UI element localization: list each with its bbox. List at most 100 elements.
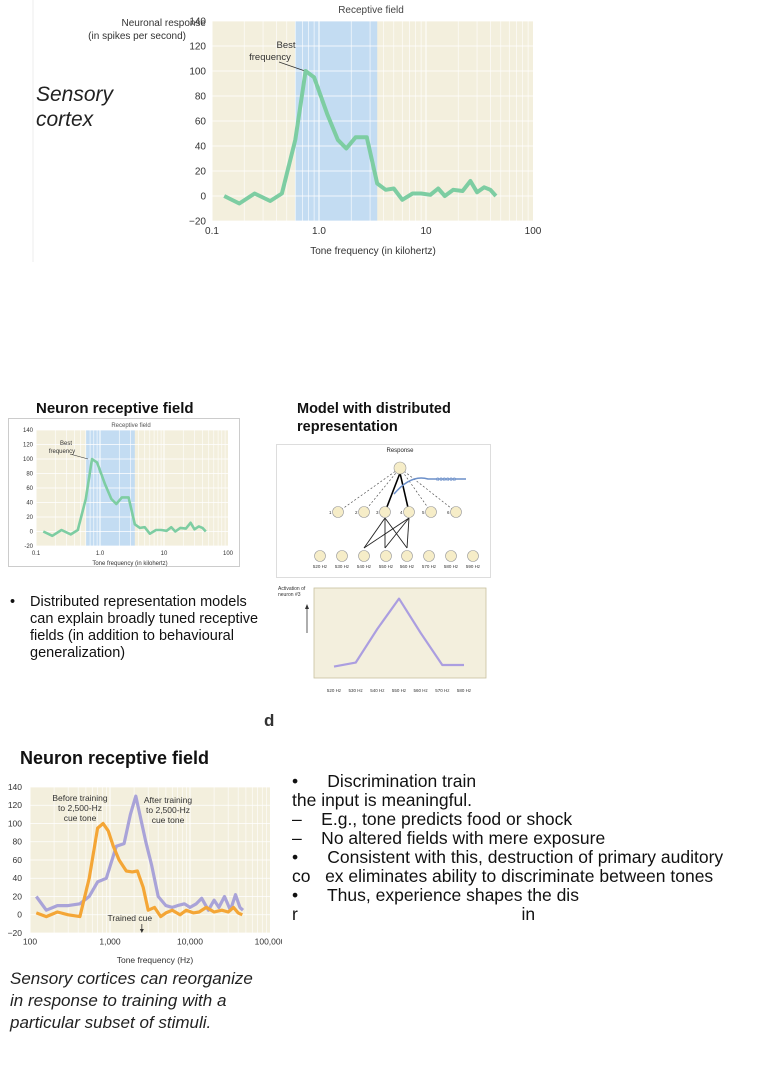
- small-x-axis-label: Tone frequency (in kilohertz): [92, 561, 167, 567]
- input-node-label: 580 Hz: [444, 564, 459, 569]
- hidden-node-label: 6: [447, 510, 450, 515]
- small-annotation-line-2: frequency: [49, 449, 75, 455]
- network-input-connection: [384, 517, 410, 549]
- y-axis-label-line-1: Neuronal response: [122, 18, 207, 29]
- chart-title: Receptive field: [338, 5, 404, 16]
- input-node: [358, 550, 370, 562]
- training-x-axis-label: Tone frequency (Hz): [117, 955, 194, 965]
- input-node: [314, 550, 326, 562]
- hidden-node-label: 5: [422, 510, 425, 515]
- small-y-tick-label: 80: [26, 472, 33, 478]
- training-x-tick-label: 1,000: [99, 937, 121, 947]
- input-node-label: 560 Hz: [400, 564, 415, 569]
- hidden-node: [379, 506, 391, 518]
- input-node-label: 590 Hz: [466, 564, 481, 569]
- small-y-tick-label: 0: [30, 530, 34, 536]
- input-node-label: 550 Hz: [379, 564, 394, 569]
- main-y-tick-label: 120: [189, 42, 206, 53]
- network-strong-connection: [384, 472, 401, 513]
- bullet-line-2: the input is meaningful.: [292, 790, 472, 810]
- hidden-node: [332, 506, 344, 518]
- input-node-label: 530 Hz: [335, 564, 350, 569]
- bullet-marker: •: [10, 594, 16, 610]
- input-node-label: 520 Hz: [313, 564, 328, 569]
- training-x-tick-label: 100: [23, 937, 37, 947]
- before-training-series-line: [35, 821, 243, 919]
- sensory-cortex-label: Sensory cortex: [36, 82, 113, 132]
- activation-ylabel-line-2: neuron #3: [278, 592, 301, 598]
- activation-x-tick-label: 540 Hz: [370, 688, 385, 693]
- bullet-line-4: – No altered fields with mere exposure: [292, 828, 606, 848]
- network-weak-connection: [337, 467, 401, 513]
- main-y-tick-label: 40: [195, 142, 207, 153]
- main-y-tick-label: 60: [195, 117, 207, 128]
- input-node-label: 570 Hz: [422, 564, 437, 569]
- input-node: [336, 550, 348, 562]
- bullet-list: • Discrimination train the input is mean…: [292, 772, 784, 924]
- small-x-tick-label: 0.1: [32, 551, 41, 557]
- small-y-tick-label: 140: [23, 428, 34, 434]
- small-y-tick-label: 60: [26, 486, 33, 492]
- activation-x-tick-label: 550 Hz: [392, 688, 407, 693]
- training-y-tick-label: 40: [13, 873, 23, 883]
- after-label-line-3: cue tone: [152, 815, 185, 825]
- training-x-tick-label: 10,000: [177, 937, 203, 947]
- before-label-line-1: Before training: [52, 793, 108, 803]
- network-weak-connection: [399, 467, 432, 513]
- small-annotation-line-1: Best: [60, 441, 72, 447]
- small-y-tick-label: 20: [26, 515, 33, 521]
- hidden-node: [403, 506, 415, 518]
- trained-cue-arrow-head-icon: [139, 929, 144, 933]
- after-training-series-line: [35, 794, 245, 912]
- y-axis-label-line-2: (in spikes per second): [88, 31, 186, 42]
- activation-plot-area: [313, 587, 487, 679]
- before-label-line-2: to 2,500-Hz: [58, 803, 102, 813]
- main-x-tick-label: 1.0: [312, 226, 326, 237]
- sensory-label-line-1: Sensory: [36, 83, 114, 106]
- x-axis-label: Tone frequency (in kilohertz): [310, 246, 436, 257]
- hidden-node-label: 2: [355, 510, 358, 515]
- activation-x-tick-label: 560 Hz: [414, 688, 429, 693]
- distributed-network-diagram: Response oooooo 1 2 3 4 5 6 520 Hz 530 Hz 540 Hz…: [276, 444, 491, 578]
- panel4-title: Neuron receptive field: [20, 748, 210, 768]
- small-x-tick-label: 1.0: [96, 551, 105, 557]
- bullet-text: Distributed representation models can ex…: [30, 594, 259, 661]
- coil-icon: oooooo: [436, 477, 457, 483]
- sensory-label-line-2: cortex: [36, 108, 94, 131]
- network-weak-connection: [363, 467, 401, 513]
- network-input-connection: [363, 517, 410, 549]
- panel4-caption: Sensory cortices can reorganize in respo…: [10, 969, 253, 1032]
- after-label-line-2: to 2,500-Hz: [146, 805, 190, 815]
- trained-cue-label: Trained cue: [108, 913, 153, 923]
- small-x-tick-label: 100: [223, 551, 234, 557]
- hidden-node: [358, 506, 370, 518]
- main-y-tick-label: 20: [195, 167, 207, 178]
- training-y-tick-label: 20: [13, 891, 23, 901]
- main-y-tick-label: 100: [189, 67, 206, 78]
- bullet-line-3: – E.g., tone predicts food or shock: [292, 809, 573, 829]
- small-y-tick-label: 40: [26, 501, 33, 507]
- small-y-tick-label: 100: [23, 457, 34, 463]
- training-y-tick-label: 80: [13, 837, 23, 847]
- response-node: [393, 461, 407, 475]
- small-neuron-response-series-line: [42, 457, 207, 538]
- panel3-title: Model with distributed representation: [297, 401, 451, 435]
- after-label-line-1: After training: [144, 795, 192, 805]
- input-node: [423, 550, 435, 562]
- training-y-tick-label: 0: [17, 910, 22, 920]
- annotation-pointer-line: [278, 61, 306, 72]
- network-input-connection: [363, 517, 386, 549]
- tuning-curve-icon: [393, 477, 466, 495]
- activation-series-line: [333, 597, 464, 668]
- main-y-tick-label: −20: [189, 217, 206, 228]
- hidden-node: [425, 506, 437, 518]
- bullet-line-5: • Consistent with this, destruction of p…: [292, 847, 724, 867]
- main-y-tick-label: 140: [189, 17, 206, 28]
- panel2-title: Neuron receptive field: [36, 400, 194, 417]
- panel2-bullet: • Distributed representation models can …: [10, 594, 272, 662]
- small-y-tick-label: 120: [23, 443, 34, 449]
- input-node: [401, 550, 413, 562]
- main-y-tick-label: 0: [200, 192, 206, 203]
